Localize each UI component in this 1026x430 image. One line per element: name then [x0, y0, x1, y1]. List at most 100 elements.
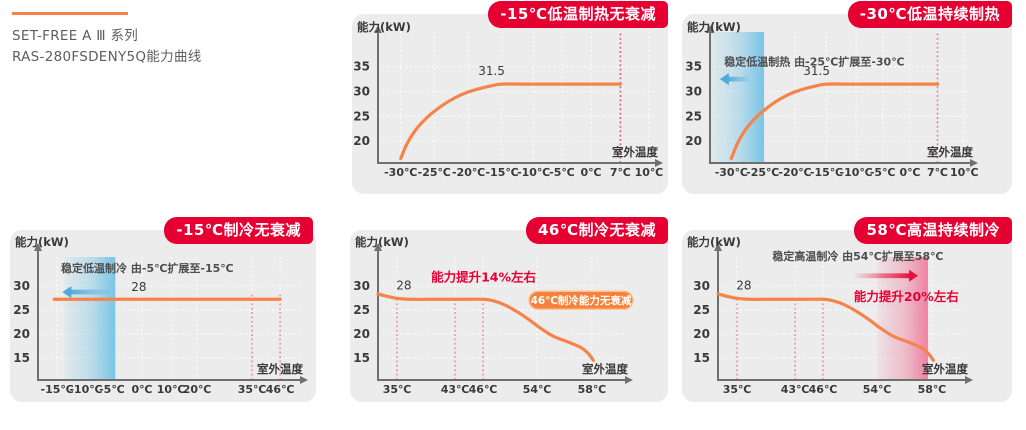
curve-value-label: 28	[131, 280, 146, 294]
x-axis-arrow-icon	[970, 159, 978, 167]
capacity-curve-plot: 15 20 25 30 35℃ 43℃ 46℃ 54℃ 58℃ 能力(kW) 室外温度 28 稳定高温制…	[687, 235, 973, 396]
series-title: SET-FREE A Ⅲ 系列	[12, 28, 139, 44]
x-tick-label: -30℃	[715, 166, 748, 179]
expand-arrow-tail	[855, 273, 911, 279]
x-tick-label: 46℃	[809, 383, 838, 396]
title-block: SET-FREE A Ⅲ 系列 RAS-280FSDENY5Q能力曲线	[12, 12, 332, 68]
x-tick-label: -10℃	[517, 166, 550, 179]
chart-badge: 46℃制冷无衰减	[525, 217, 668, 244]
y-axis-title: 能力(kW)	[357, 20, 411, 34]
y-tick-label: 15	[13, 351, 30, 365]
y-tick-label: 25	[685, 109, 702, 123]
chart-panel-cooling-58: 58℃高温持续制冷 15 20 25 30 35℃ 43℃ 46℃ 54℃ 58℃ 能力(kW) 室…	[682, 217, 1012, 402]
chart-badge: -15℃制冷无衰减	[164, 217, 313, 244]
accent-rule	[12, 12, 128, 15]
axis-ticks: 15 20 25 30 -15℃-10℃-5℃ 0℃ 10℃20℃ 35℃ 46℃	[13, 279, 294, 396]
x-tick-label: -10℃	[840, 166, 873, 179]
x-tick-label: 46℃	[266, 383, 295, 396]
x-axis-title: 室外温度	[582, 362, 628, 376]
y-axis-arrow-icon	[714, 243, 722, 251]
highlight-note: 能力提升14%左右	[431, 270, 536, 285]
reference-lines	[251, 293, 281, 380]
chart-badge: -15℃低温制热无衰减	[488, 1, 668, 28]
x-tick-label: 46℃	[469, 383, 498, 396]
x-axis-arrow-icon	[300, 376, 308, 384]
x-tick-label: -5℃	[99, 383, 125, 396]
callout-pill	[528, 290, 634, 310]
gridlines	[378, 32, 655, 163]
gridlines	[718, 257, 965, 380]
y-tick-label: 20	[353, 134, 370, 148]
chart-badge: -30℃低温持续制热	[847, 1, 1012, 28]
chart-panel-cooling-46: 46℃制冷无衰减 15 20 25 30 35℃ 43℃ 46℃ 54℃ 58℃ 能力(kW) 室外…	[350, 217, 668, 402]
x-tick-label: 54℃	[863, 383, 892, 396]
x-axis-arrow-icon	[655, 159, 663, 167]
x-tick-label: 0℃	[132, 383, 153, 396]
x-tick-label: 35℃	[383, 383, 412, 396]
y-axis-title: 能力(kW)	[355, 235, 409, 249]
y-tick-label: 30	[685, 85, 702, 99]
y-axis-title: 能力(kW)	[687, 20, 741, 34]
curve-value-label: 28	[396, 279, 411, 293]
y-tick-label: 30	[353, 279, 370, 293]
x-tick-label: -20℃	[452, 166, 485, 179]
x-tick-label: -15℃	[41, 383, 74, 396]
y-tick-label: 20	[693, 327, 710, 341]
y-axis-title: 能力(kW)	[15, 235, 69, 249]
axes	[37, 249, 303, 381]
capacity-curve	[376, 292, 595, 362]
y-tick-label: 25	[13, 303, 30, 317]
x-tick-label: -5℃	[870, 166, 896, 179]
x-tick-label: 0℃	[581, 166, 602, 179]
highlight-note: 能力提升20%左右	[854, 289, 959, 304]
y-axis-arrow-icon	[706, 25, 714, 33]
curve-value-label: 31.5	[478, 64, 505, 78]
expansion-note: 稳定低温制热 由-25℃扩展至-30℃	[724, 55, 904, 69]
x-tick-label: 7℃	[610, 166, 631, 179]
x-tick-label: -15℃	[485, 166, 518, 179]
axes	[717, 249, 968, 381]
x-tick-label: 20℃	[183, 383, 212, 396]
x-tick-label: -10℃	[69, 383, 102, 396]
y-axis-title: 能力(kW)	[687, 235, 741, 249]
axes	[377, 249, 628, 381]
y-tick-label: 20	[13, 327, 30, 341]
x-axis-title: 室外温度	[257, 362, 303, 376]
capacity-curve	[399, 82, 622, 161]
x-tick-label: 58℃	[918, 383, 947, 396]
model-title: RAS-280FSDENY5Q能力曲线	[12, 48, 202, 65]
y-tick-label: 25	[353, 303, 370, 317]
chart-panel-heating-minus15: -15℃低温制热无衰减 20 25 30 35 -30℃ -25℃ -20℃ -15℃ -10℃…	[352, 1, 668, 194]
capacity-curve-plot: 20 25 30 35 -30℃-25℃-20℃-15℃-10℃-5℃ 0℃ 7℃ 10℃ 能力…	[353, 20, 663, 179]
x-axis-arrow-icon	[625, 376, 633, 384]
axis-ticks: 15 20 25 30 35℃ 43℃ 46℃ 54℃ 58℃	[693, 279, 946, 396]
axes	[377, 31, 658, 164]
y-tick-label: 15	[693, 351, 710, 365]
capacity-curve	[716, 292, 935, 362]
y-tick-label: 15	[353, 351, 370, 365]
x-tick-label: 10℃	[635, 166, 664, 179]
x-tick-label: 10℃	[950, 166, 979, 179]
x-tick-label: 7℃	[927, 166, 948, 179]
curve-value-label: 31.5	[803, 64, 830, 78]
y-tick-label: 30	[13, 279, 30, 293]
y-tick-label: 35	[353, 60, 370, 74]
x-tick-label: 43℃	[441, 383, 470, 396]
x-axis-title: 室外温度	[612, 145, 658, 159]
x-axis-title: 室外温度	[927, 145, 973, 159]
gridlines	[38, 257, 300, 380]
x-tick-label: 43℃	[781, 383, 810, 396]
expansion-note: 稳定高温制冷 由54℃扩展至58℃	[772, 249, 943, 263]
x-tick-label: -5℃	[549, 166, 575, 179]
expand-arrow-icon	[909, 269, 919, 282]
x-axis-arrow-icon	[965, 376, 973, 384]
expand-arrow-icon	[719, 73, 729, 86]
x-tick-label: 58℃	[578, 383, 607, 396]
x-tick-label: -20℃	[778, 166, 811, 179]
expand-arrow-icon	[62, 286, 72, 299]
y-tick-label: 30	[353, 85, 370, 99]
expansion-note: 稳定低温制冷 由-5℃扩展至-15℃	[61, 261, 234, 275]
